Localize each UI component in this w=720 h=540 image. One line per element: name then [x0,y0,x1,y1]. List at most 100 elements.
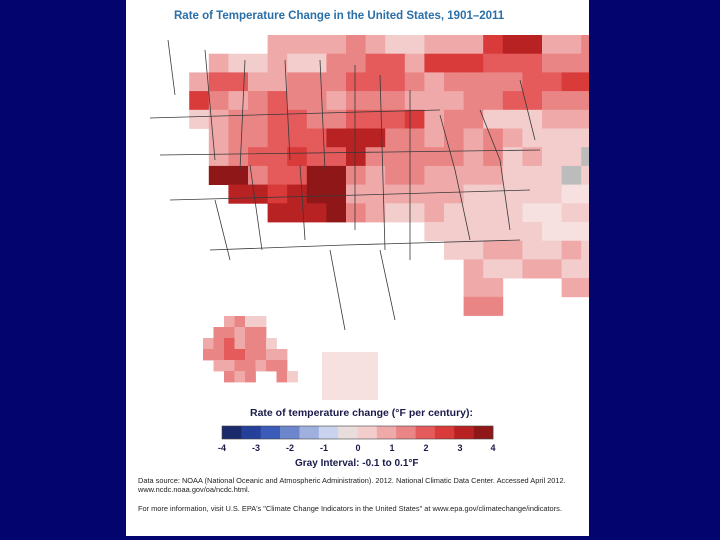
climate-division-cell [444,53,464,73]
climate-division-cell [326,128,347,148]
alaska-division-cell [276,371,288,383]
climate-division-cell [306,72,327,92]
climate-division-cell [502,72,523,92]
climate-division-cell [502,240,523,260]
climate-division-cell [581,109,589,129]
climate-division-cell [581,35,589,55]
state-borders [149,39,541,331]
climate-division-cell [365,35,386,55]
alaska-division-cell [234,338,246,350]
climate-division-cell [424,35,445,55]
climate-division-cell [326,35,347,55]
climate-division-cell [228,184,249,204]
climate-division-cell [267,91,288,111]
climate-division-cell [326,53,347,73]
climate-division-cell [248,165,268,185]
climate-division-cell [365,128,386,148]
climate-division-cell [463,128,484,148]
alaska-division-cell [203,338,214,350]
climate-division-cell [267,109,288,129]
legend-tick-label: -1 [319,443,329,453]
climate-division-cell [424,184,445,204]
climate-division-cell [287,184,308,204]
climate-division-cell [228,72,249,92]
climate-division-cell [561,203,582,223]
alaska-division-cell [245,338,256,350]
climate-division-cell [404,165,425,185]
climate-division-cell [542,109,562,129]
alaska-division-cell [255,316,267,328]
climate-division-cell [267,53,288,73]
climate-division-cell [287,72,308,92]
climate-division-cell [581,53,589,73]
climate-division-cell [444,147,464,167]
state-border-line [439,79,536,241]
climate-division-cell [502,128,523,148]
climate-division-cell [424,128,445,148]
climate-division-cell [483,72,504,92]
temperature-change-map [149,35,589,440]
climate-division-cell [248,128,268,148]
climate-division-cell [502,109,523,129]
climate-division-cell [463,240,484,260]
climate-division-cell [208,91,229,111]
climate-division-cell [483,128,504,148]
climate-division-cell [483,203,504,223]
legend-swatch [434,426,455,439]
alaska-division-cell [255,360,267,372]
alaska-division-cell [213,349,225,361]
climate-division-cell [287,109,308,129]
more-info-note: For more information, visit U.S. EPA's "… [138,504,562,513]
climate-division-cell [248,53,268,73]
climate-division-cell [365,72,386,92]
climate-division-cell [424,72,445,92]
climate-division-cell [561,109,582,129]
climate-division-cell [483,165,504,185]
climate-division-cell [483,222,504,242]
alaska-division-cell [245,360,256,372]
data-source-note: Data source: NOAA (National Oceanic and … [138,476,566,495]
climate-division-cell [581,184,589,204]
climate-division-cell [228,109,249,129]
climate-division-cell [346,109,366,129]
climate-division-cell [561,147,582,167]
climate-division-cell [365,109,386,129]
legend-swatch [376,426,397,439]
legend-swatch [318,426,339,439]
climate-division-cell [385,147,406,167]
climate-division-cell [581,128,589,148]
alaska-division-cell [255,338,267,350]
climate-division-cell [522,222,543,242]
climate-division-cell [522,184,543,204]
climate-division-cell [365,165,386,185]
climate-division-cell [365,53,386,73]
legend-swatch [299,426,320,439]
climate-division-cell [287,35,308,55]
climate-division-cell [346,203,366,223]
climate-division-cell [463,147,484,167]
climate-division-cell [542,222,562,242]
climate-division-cell [248,91,268,111]
legend-swatch [396,426,416,439]
climate-division-cell [561,222,582,242]
climate-division-cell [561,278,582,298]
state-border-line [149,109,541,201]
climate-division-cell [463,278,484,298]
climate-division-cell [306,147,327,167]
climate-division-cell [542,91,562,111]
legend-title: Rate of temperature change (°F per centu… [250,407,473,419]
climate-division-cell [463,53,484,73]
climate-division-cell [267,184,288,204]
climate-division-cell [542,72,562,92]
alaska-division-cell [245,327,256,339]
climate-division-cell [561,128,582,148]
climate-division-cell [404,91,425,111]
alaska-division-cell [213,360,225,372]
climate-division-cell [287,165,308,185]
alaska-division-cell [245,316,256,328]
climate-division-cell [483,278,504,298]
climate-division-cell [561,91,582,111]
climate-division-cell [306,91,327,111]
legend-swatch [241,426,262,439]
legend-swatch [357,426,378,439]
